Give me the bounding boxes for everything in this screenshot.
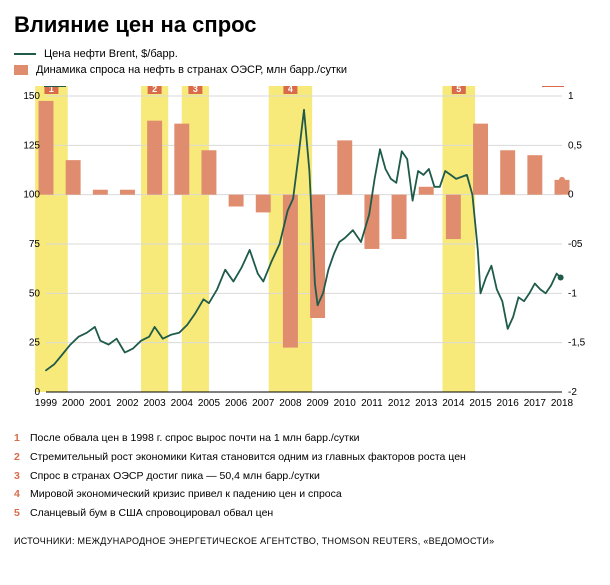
chart-title: Влияние цен на спрос <box>14 12 596 38</box>
legend-bar-label: Динамика спроса на нефть в странах ОЭСР,… <box>36 64 347 76</box>
demand-bar <box>256 195 271 213</box>
svg-text:2006: 2006 <box>225 398 248 409</box>
demand-bar <box>147 121 162 195</box>
annotation-text: Мировой экономический кризис привел к па… <box>30 486 342 503</box>
svg-text:2: 2 <box>152 86 157 94</box>
svg-text:3: 3 <box>193 86 198 94</box>
svg-text:2003: 2003 <box>144 398 167 409</box>
svg-text:75: 75 <box>29 239 41 250</box>
annotation-text: После обвала цен в 1998 г. спрос вырос п… <box>30 430 360 447</box>
demand-bar <box>392 195 407 239</box>
demand-bar <box>446 195 461 239</box>
demand-bar <box>527 155 542 194</box>
legend-bar: Динамика спроса на нефть в странах ОЭСР,… <box>14 64 596 76</box>
svg-text:2012: 2012 <box>388 398 411 409</box>
chart-svg: 123450255075100125150-2-1,5-1-0500,51199… <box>14 86 594 416</box>
annotation-number: 3 <box>14 468 24 485</box>
annotation-number: 1 <box>14 430 24 447</box>
svg-text:2013: 2013 <box>415 398 438 409</box>
svg-text:25: 25 <box>29 338 41 349</box>
svg-text:2017: 2017 <box>524 398 547 409</box>
annotation-row: 4 Мировой экономический кризис привел к п… <box>14 486 596 503</box>
svg-text:2015: 2015 <box>469 398 492 409</box>
demand-bar <box>473 124 488 195</box>
annotation-row: 5 Сланцевый бум в США спровоцировал обвал… <box>14 505 596 522</box>
svg-text:2005: 2005 <box>198 398 221 409</box>
source-line: ИСТОЧНИКИ: МЕЖДУНАРОДНОЕ ЭНЕРГЕТИЧЕСКОЕ … <box>14 536 596 546</box>
annotation-row: 1 После обвала цен в 1998 г. спрос вырос … <box>14 430 596 447</box>
legend-line: Цена нефти Brent, $/барр. <box>14 48 596 60</box>
svg-text:2016: 2016 <box>497 398 520 409</box>
demand-bar <box>66 160 81 195</box>
svg-text:2018: 2018 <box>551 398 574 409</box>
svg-text:2004: 2004 <box>171 398 194 409</box>
annotation-text: Стремительный рост экономики Китая стано… <box>30 449 466 466</box>
legend-line-label: Цена нефти Brent, $/барр. <box>44 48 178 60</box>
svg-text:4: 4 <box>288 86 293 94</box>
demand-bar <box>120 190 135 195</box>
svg-text:2007: 2007 <box>252 398 275 409</box>
chart: 123450255075100125150-2-1,5-1-0500,51199… <box>14 86 594 416</box>
svg-text:-1,5: -1,5 <box>568 338 586 349</box>
svg-text:2001: 2001 <box>89 398 112 409</box>
demand-bar <box>419 187 434 195</box>
svg-text:150: 150 <box>23 91 40 102</box>
svg-text:2010: 2010 <box>334 398 357 409</box>
annotation-row: 2 Стремительный рост экономики Китая стан… <box>14 449 596 466</box>
demand-bar <box>337 140 352 194</box>
svg-text:0: 0 <box>34 387 40 398</box>
svg-text:2009: 2009 <box>306 398 329 409</box>
svg-text:1: 1 <box>568 91 574 102</box>
annotation-row: 3 Спрос в странах ОЭСР достиг пика — 50,4… <box>14 468 596 485</box>
annotation-number: 4 <box>14 486 24 503</box>
annotation-number: 2 <box>14 449 24 466</box>
legend: Цена нефти Brent, $/барр. Динамика спрос… <box>14 48 596 76</box>
svg-text:5: 5 <box>456 86 461 94</box>
demand-bar <box>174 124 189 195</box>
demand-bar <box>93 190 108 195</box>
svg-text:2002: 2002 <box>116 398 139 409</box>
annotations: 1 После обвала цен в 1998 г. спрос вырос … <box>14 430 596 522</box>
svg-text:-2: -2 <box>568 387 577 398</box>
demand-bar <box>229 195 244 207</box>
annotation-text: Спрос в странах ОЭСР достиг пика — 50,4 … <box>30 468 320 485</box>
svg-text:2008: 2008 <box>279 398 302 409</box>
bar-swatch <box>14 65 28 75</box>
svg-text:-1: -1 <box>568 288 577 299</box>
svg-text:2011: 2011 <box>361 398 383 409</box>
svg-text:50: 50 <box>29 288 41 299</box>
demand-bar <box>500 150 515 194</box>
demand-bar <box>201 150 216 194</box>
svg-text:2000: 2000 <box>62 398 85 409</box>
demand-bar <box>39 101 54 195</box>
svg-text:100: 100 <box>23 190 40 201</box>
svg-text:-05: -05 <box>568 239 583 250</box>
svg-text:0,5: 0,5 <box>568 140 582 151</box>
svg-text:1: 1 <box>49 86 54 94</box>
line-swatch <box>14 53 36 55</box>
annotation-text: Сланцевый бум в США спровоцировал обвал … <box>30 505 273 522</box>
svg-text:1999: 1999 <box>35 398 58 409</box>
annotation-number: 5 <box>14 505 24 522</box>
svg-text:2014: 2014 <box>442 398 465 409</box>
svg-text:0: 0 <box>568 190 574 201</box>
svg-text:125: 125 <box>23 140 40 151</box>
